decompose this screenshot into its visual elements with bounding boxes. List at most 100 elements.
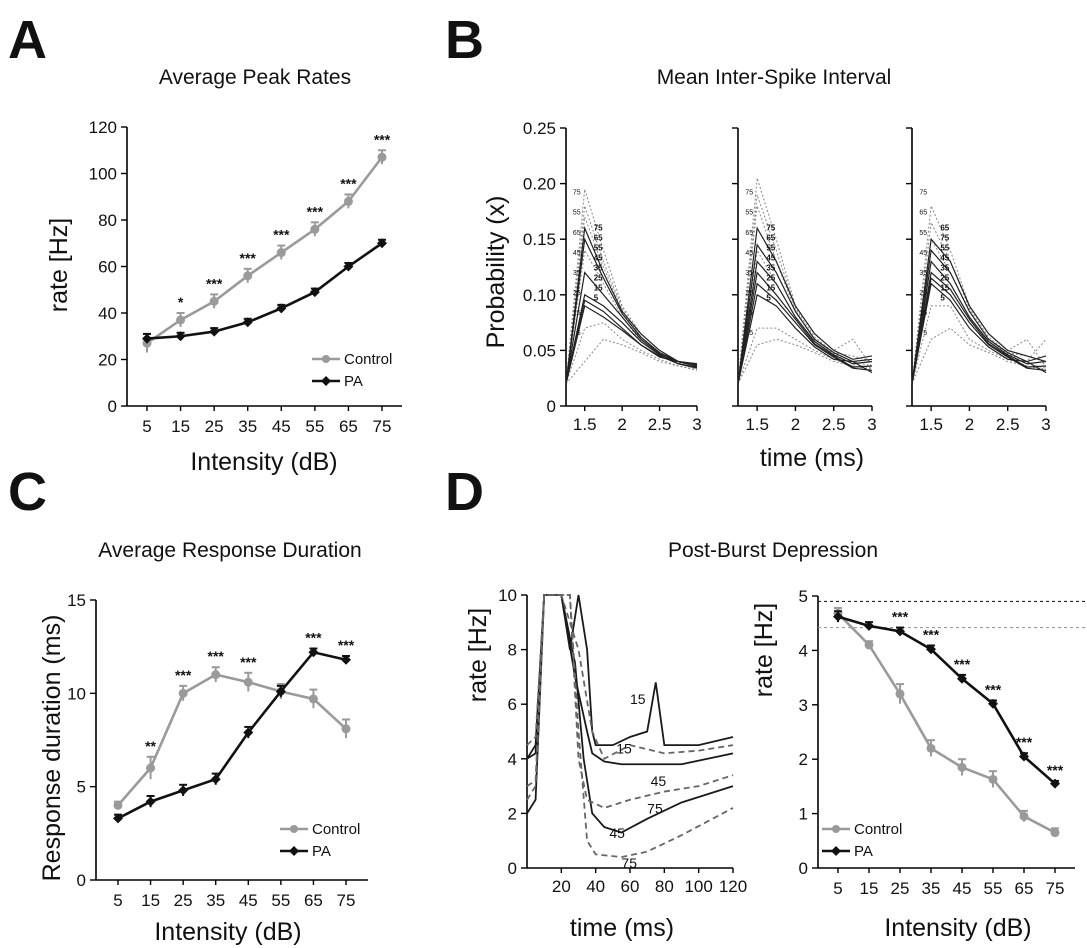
legend-pa-label: PA	[854, 843, 873, 860]
panel-a-xlabel: Intensity (dB)	[190, 448, 337, 476]
x-tick-label: 75	[1046, 879, 1065, 898]
control-isi-curve	[565, 338, 698, 385]
x-tick-label: 100	[684, 877, 712, 896]
pa-isi-curve	[737, 243, 873, 384]
pa-point	[178, 785, 189, 796]
intensity-label: 5	[766, 293, 771, 302]
intensity-label: 25	[573, 290, 581, 297]
y-tick-label: 4	[508, 750, 517, 769]
x-tick-label: 2.5	[648, 415, 672, 434]
x-tick-label: 120	[719, 877, 747, 896]
intensity-label: 45	[919, 250, 927, 257]
legend-pa-label: PA	[344, 373, 363, 390]
x-tick-label: 25	[205, 417, 224, 436]
pa-point	[1050, 778, 1060, 789]
pa-isi-curve	[911, 237, 1047, 384]
x-tick-label: 60	[621, 877, 640, 896]
intensity-label: 45	[940, 253, 949, 262]
intensity-label: 15	[919, 310, 927, 317]
y-tick-label: 0	[799, 859, 808, 878]
y-tick-label: 8	[508, 641, 517, 660]
control-isi-curve	[737, 327, 873, 384]
panel-d-right-ylabel: rate [Hz]	[750, 603, 778, 697]
legend-control-label: Control	[312, 821, 360, 838]
significance-marker: ***	[340, 175, 357, 191]
intensity-label: 65	[919, 210, 927, 217]
pa-isi-curve	[911, 282, 1047, 384]
intensity-label: 5	[940, 293, 945, 302]
pa-point	[377, 238, 387, 249]
panel-letter-b: B	[445, 10, 484, 70]
pa-point	[309, 287, 320, 298]
pa-point	[209, 326, 220, 337]
significance-marker: ***	[208, 648, 225, 664]
pa-point	[243, 727, 254, 738]
intensity-label: 65	[573, 230, 581, 237]
control-isi-curve	[911, 327, 1047, 384]
control-point	[1050, 828, 1060, 838]
significance-marker: ***	[240, 250, 257, 266]
intensity-label: 5	[577, 330, 581, 337]
pa-point	[988, 698, 998, 709]
y-tick-label: 20	[98, 351, 117, 370]
x-tick-label: 45	[953, 879, 972, 898]
x-tick-label: 75	[337, 891, 356, 910]
intensity-label: 25	[766, 273, 775, 282]
pa-point	[926, 644, 936, 655]
x-tick-label: 35	[922, 879, 941, 898]
control-point	[176, 315, 186, 325]
panel-a-title: Average Peak Rates	[159, 66, 351, 89]
y-tick-label: 1	[799, 805, 808, 824]
control-isi-curve	[911, 203, 1047, 384]
y-tick-label: 120	[89, 118, 117, 137]
control-point	[209, 296, 219, 306]
x-tick-label: 1.5	[573, 415, 597, 434]
significance-marker: ***	[1047, 762, 1064, 778]
y-tick-label: 0.20	[523, 175, 556, 194]
pa-isi-curve	[911, 276, 1047, 384]
legend-pa-label: PA	[312, 843, 331, 860]
pa-isi-curve	[737, 282, 873, 384]
control-point	[343, 196, 353, 206]
x-tick-label: 15	[141, 891, 160, 910]
pa-isi-curve	[565, 304, 698, 384]
pa-point	[341, 654, 351, 665]
y-tick-label: 5	[77, 778, 86, 797]
legend-control-marker	[322, 355, 330, 363]
panel-b-title: Mean Inter-Spike Interval	[657, 66, 892, 89]
control-series-line	[146, 156, 384, 345]
pa-series-line	[146, 242, 383, 340]
intensity-label: 25	[940, 273, 949, 282]
intensity-label: 55	[745, 210, 753, 217]
x-tick-label: 75	[373, 417, 392, 436]
panel-c-title: Average Response Duration	[98, 539, 361, 562]
control-point	[243, 677, 253, 687]
legend-pa-marker	[289, 846, 299, 856]
intensity-label: 15	[766, 283, 775, 292]
x-tick-label: 40	[586, 877, 605, 896]
control-point	[211, 670, 221, 680]
curve-intensity-label: 45	[651, 773, 667, 789]
significance-marker: ***	[206, 275, 223, 291]
intensity-label: 55	[594, 243, 603, 252]
intensity-label: 75	[919, 190, 927, 197]
significance-marker: ***	[307, 203, 324, 219]
y-tick-label: 15	[67, 591, 86, 610]
pa-point	[210, 774, 221, 785]
x-tick-label: 25	[174, 891, 193, 910]
pa-point	[145, 796, 156, 807]
x-tick-label: 55	[305, 417, 324, 436]
pa-point	[142, 333, 152, 344]
pa-point	[275, 686, 286, 697]
significance-marker: ***	[985, 681, 1002, 697]
legend-control-label: Control	[344, 351, 392, 368]
intensity-label: 45	[766, 253, 775, 262]
x-tick-label: 2	[965, 415, 974, 434]
panel-d-title: Post-Burst Depression	[668, 539, 878, 562]
curve-intensity-label: 75	[621, 855, 637, 871]
pa-isi-curve	[911, 248, 1047, 384]
intensity-label: 35	[766, 263, 775, 272]
x-tick-label: 45	[272, 417, 291, 436]
